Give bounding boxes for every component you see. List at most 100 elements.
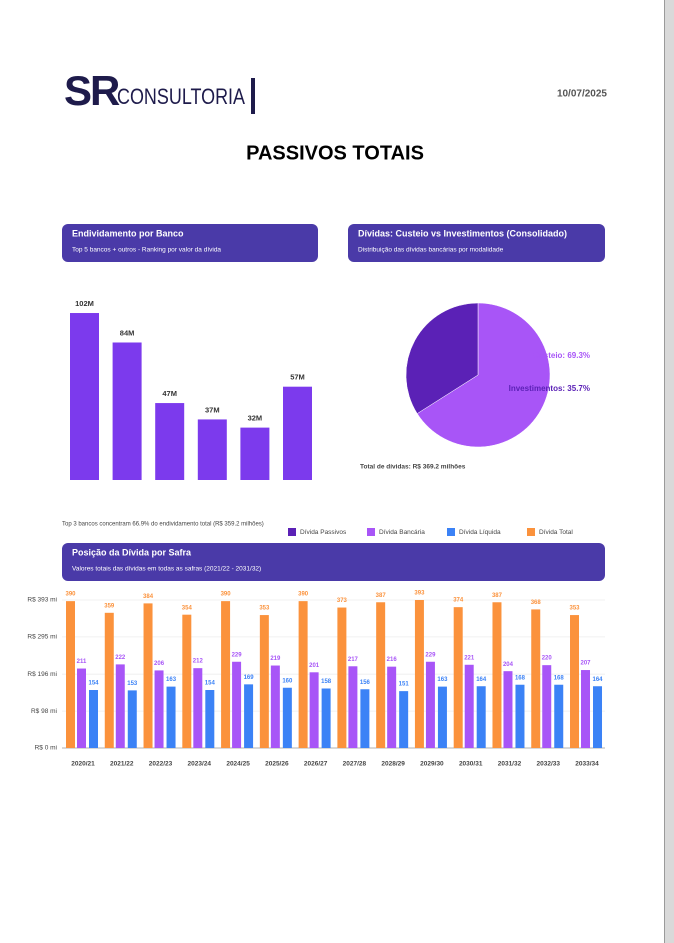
bar-value-label: 37M [205, 405, 220, 414]
x-tick-label: 2020/21 [71, 761, 95, 768]
bar [309, 672, 319, 748]
bar [182, 614, 192, 748]
bar-value-label: 387 [492, 593, 503, 599]
bar [492, 602, 502, 748]
card-subtitle: Top 5 bancos + outros - Ranking por valo… [72, 247, 221, 254]
legend-swatch [527, 528, 535, 536]
bar-value-label: 393 [414, 591, 425, 597]
bar [66, 601, 75, 748]
bar [387, 666, 397, 748]
bar-value-label: 160 [282, 678, 293, 684]
bar [581, 670, 591, 748]
bar [531, 609, 541, 748]
bar-value-label: 154 [205, 681, 216, 687]
bar [205, 690, 215, 748]
bar-value-label: 204 [503, 662, 514, 668]
bar [321, 688, 331, 748]
x-tick-label: 2030/31 [459, 761, 483, 768]
y-tick-label: R$ 196 mi [27, 671, 57, 678]
bar [437, 686, 447, 748]
bar [298, 601, 308, 748]
card-subtitle: Distribuição das dívidas bancárias por m… [358, 247, 504, 254]
bar-value-label: 216 [387, 657, 398, 663]
bar-value-label: 384 [143, 594, 154, 600]
bar [376, 602, 386, 748]
bar-value-label: 164 [593, 677, 604, 683]
bar-value-label: 163 [437, 677, 448, 683]
card-header [62, 224, 318, 262]
bar [154, 670, 164, 748]
bar [414, 600, 424, 748]
bar-value-label: 212 [193, 659, 204, 665]
bar [270, 665, 280, 748]
x-tick-label: 2032/33 [536, 761, 560, 768]
bar [337, 607, 347, 748]
bar [70, 313, 99, 480]
date: 10/07/2025 [557, 89, 607, 100]
bar [166, 686, 176, 748]
pie-label: Custeio: 69.3% [533, 351, 590, 360]
card-title: Posição da Dívida por Safra [72, 547, 192, 557]
card-header [348, 224, 605, 262]
bar-value-label: 207 [581, 661, 592, 667]
bar [282, 687, 292, 748]
bar-value-label: 57M [290, 373, 305, 382]
bar-value-label: 151 [399, 682, 410, 688]
bar-value-label: 353 [570, 606, 581, 612]
bar-value-label: 169 [244, 675, 255, 681]
bar-value-label: 221 [464, 655, 475, 661]
bar-value-label: 368 [531, 600, 542, 606]
bar-value-label: 390 [221, 592, 232, 598]
bar [127, 690, 137, 748]
bar [240, 427, 270, 480]
bar-value-label: 219 [270, 656, 281, 662]
bar [197, 419, 227, 480]
bar-value-label: 102M [75, 299, 94, 308]
legend-swatch [447, 528, 455, 536]
logo-bar [251, 78, 255, 114]
bar-value-label: 373 [337, 598, 348, 604]
legend-label: Dívida Líquida [459, 529, 501, 536]
bar-value-label: 229 [425, 652, 436, 658]
bar-value-label: 47M [162, 389, 177, 398]
y-tick-label: R$ 0 mi [35, 745, 57, 752]
bar [593, 686, 603, 748]
y-tick-label: R$ 295 mi [27, 634, 57, 641]
legend-label: Dívida Bancária [379, 529, 425, 536]
bar-value-label: 156 [360, 680, 371, 686]
bar [112, 342, 142, 480]
bar-value-label: 359 [104, 603, 115, 609]
x-tick-label: 2021/22 [110, 761, 134, 768]
bar [155, 403, 185, 480]
x-tick-label: 2031/32 [498, 761, 522, 768]
legend-swatch [367, 528, 375, 536]
card-header [62, 543, 605, 581]
bar-value-label: 222 [115, 655, 126, 661]
bar [425, 661, 435, 748]
bar-value-label: 390 [298, 592, 309, 598]
bar [464, 664, 474, 748]
bar-value-label: 217 [348, 657, 359, 663]
pie-slice [416, 302, 551, 448]
bar-value-label: 201 [309, 663, 320, 669]
bar [476, 686, 486, 748]
bar-value-label: 32M [248, 414, 263, 423]
bar-value-label: 168 [515, 675, 526, 681]
x-tick-label: 2024/25 [226, 761, 250, 768]
bar [399, 691, 409, 748]
x-tick-label: 2025/26 [265, 761, 289, 768]
bar [453, 607, 463, 748]
bar-value-label: 168 [554, 675, 565, 681]
bar [77, 668, 86, 748]
y-tick-label: R$ 393 mi [27, 597, 57, 604]
bar [89, 690, 98, 748]
bar-value-label: 163 [166, 677, 177, 683]
card-subtitle: Valores totais das dívidas em todas as s… [72, 566, 261, 573]
bar [542, 665, 552, 748]
bar [143, 603, 153, 748]
logo-initials: SR [64, 67, 120, 114]
note: Top 3 bancos concentram 66.9% do endivid… [62, 522, 264, 528]
bar-value-label: 206 [154, 661, 165, 667]
bar [283, 386, 312, 480]
